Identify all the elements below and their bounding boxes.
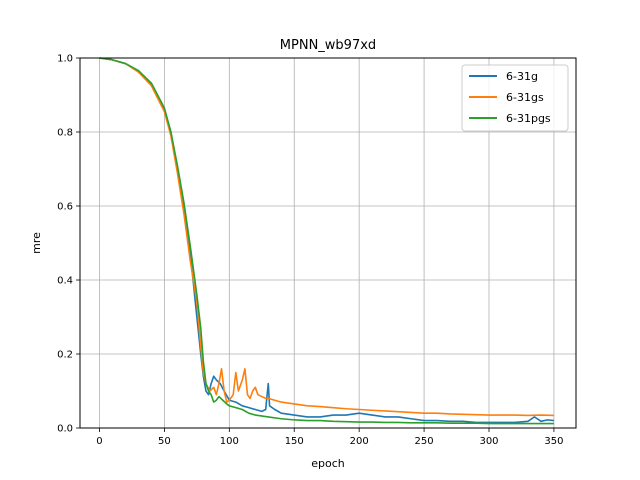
x-tick-label: 200 [350,436,369,447]
y-tick-label: 0.4 [57,276,73,287]
plot-frame [79,57,577,429]
x-tick-label: 150 [285,436,304,447]
y-tick-label: 0.2 [57,350,73,361]
x-tick-label: 50 [158,436,171,447]
x-tick-label: 300 [479,436,498,447]
series-layer [99,57,555,425]
x-tick-label: 100 [220,436,239,447]
legend: 6-31g 6-31gs 6-31pgs [461,64,569,132]
axis-ticks: 0 50 100 150 200 250 300 350 0.0 0.2 0.4 0.6 0.8 1.0 [57,54,563,448]
y-tick-label: 0.6 [57,202,73,213]
legend-label-6-31g: 6-31g [506,70,538,83]
y-tick-label: 0.0 [57,424,73,435]
x-tick-label: 350 [544,436,563,447]
series-line-6-31gs [99,57,554,417]
legend-label-6-31pgs: 6-31pgs [506,112,551,125]
y-tick-label: 0.8 [57,128,73,139]
series-line-6-31pgs [99,57,554,425]
x-tick-label: 0 [96,436,102,447]
y-tick-label: 1.0 [57,54,73,65]
series-line-6-31g [99,57,555,424]
x-axis-label: epoch [311,457,345,470]
x-tick-label: 250 [415,436,434,447]
y-axis-label: mre [30,232,43,254]
chart-title: MPNN_wb97xd [280,38,376,53]
legend-box [461,64,569,132]
legend-label-6-31gs: 6-31gs [506,91,544,104]
